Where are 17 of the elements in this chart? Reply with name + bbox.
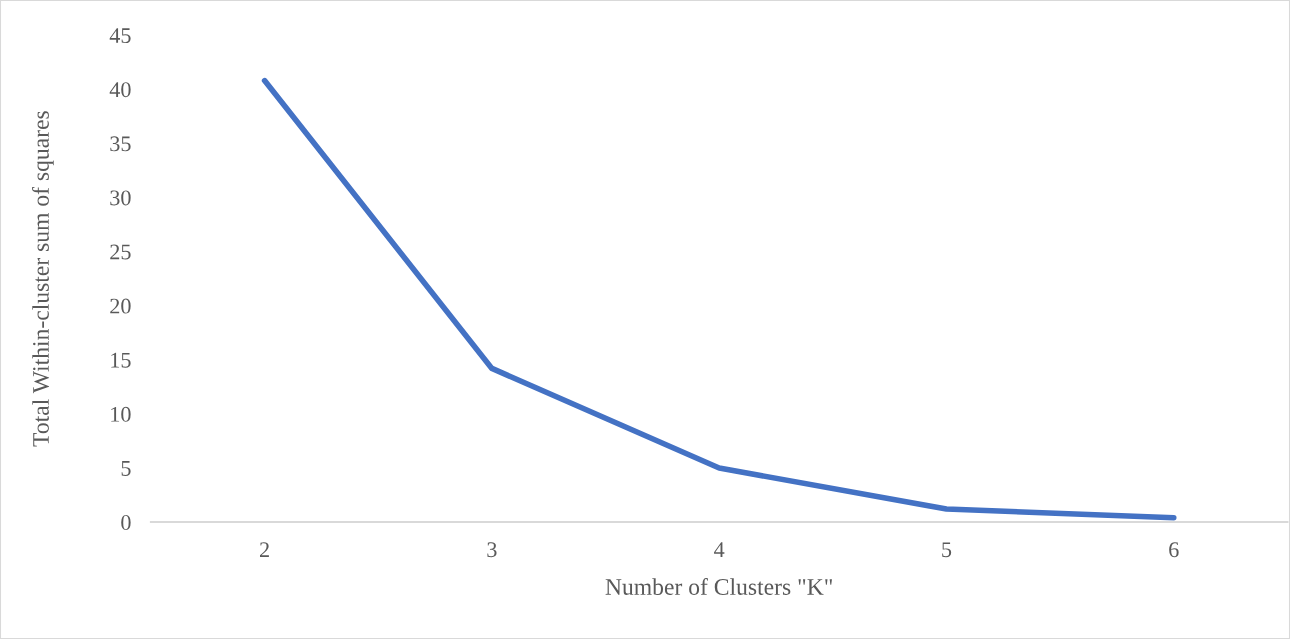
x-tick-label: 4 xyxy=(714,542,725,557)
y-tick-label: 10 xyxy=(111,406,131,422)
y-tick-label: 0 xyxy=(121,515,131,530)
x-tick-label: 5 xyxy=(942,542,952,558)
x-axis-title: Number of Clusters "K" xyxy=(605,578,832,595)
x-tick-label: 3 xyxy=(487,542,497,558)
x-tick-label: 2 xyxy=(260,542,269,557)
y-axis-title: Total Within-cluster sum of squares xyxy=(32,111,54,447)
y-tick-label: 35 xyxy=(110,136,131,152)
y-tick-label: 15 xyxy=(111,352,131,368)
y-tick-label: 45 xyxy=(109,28,131,44)
y-tick-label: 5 xyxy=(121,461,131,476)
y-tick-label: 25 xyxy=(110,244,131,260)
x-tick-label: 6 xyxy=(1169,542,1179,558)
y-tick-label: 30 xyxy=(110,190,131,206)
y-tick-label: 20 xyxy=(110,298,131,314)
y-tick-label: 40 xyxy=(109,82,131,98)
